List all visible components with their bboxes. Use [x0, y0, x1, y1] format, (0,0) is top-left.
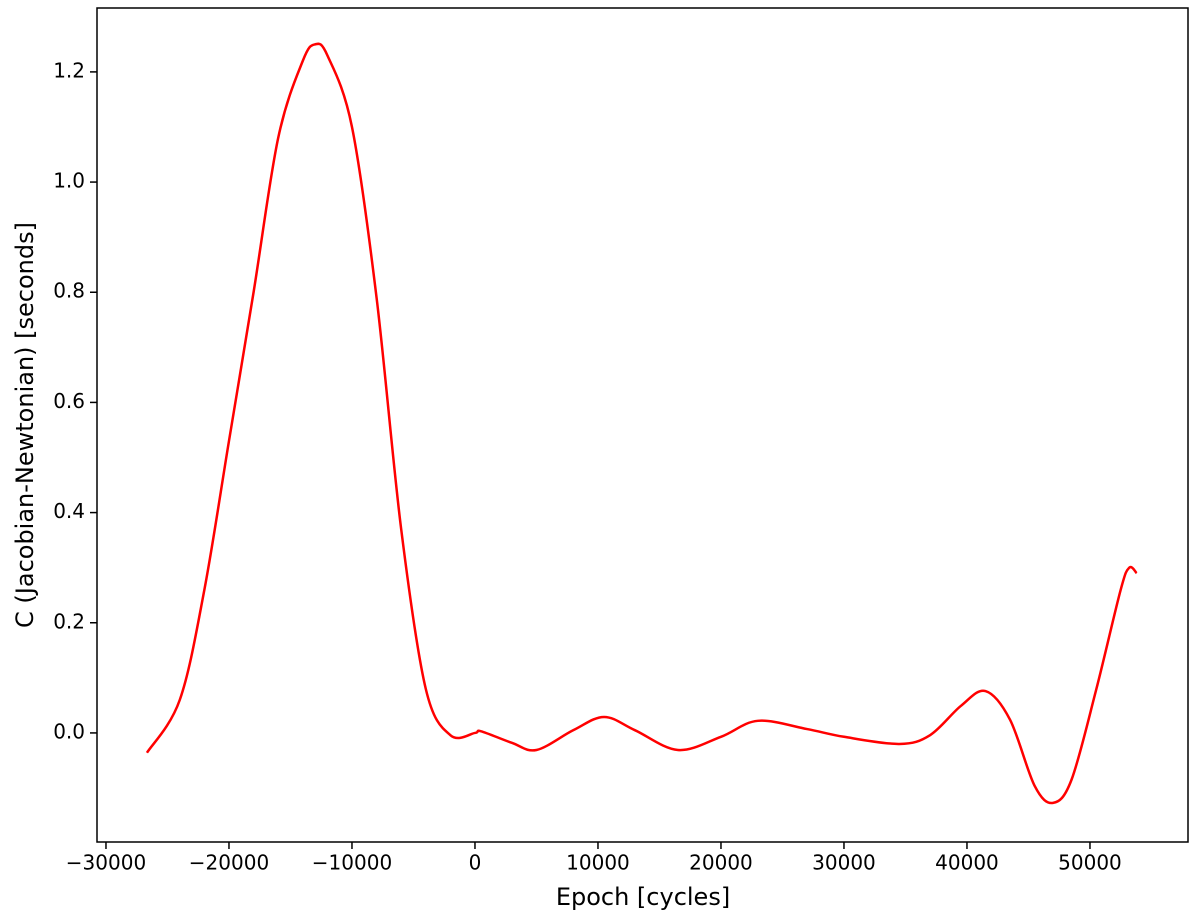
x-tick-label: 50000 — [1058, 851, 1122, 875]
y-tick-label: 0.2 — [53, 609, 85, 633]
x-tick-label: 30000 — [812, 851, 876, 875]
x-tick-label: 20000 — [689, 851, 753, 875]
x-tick-label: −20000 — [189, 851, 269, 875]
y-tick-label: 0.0 — [53, 719, 85, 743]
x-tick-label: 40000 — [935, 851, 999, 875]
x-tick-label: 10000 — [566, 851, 630, 875]
y-tick-label: 0.8 — [53, 279, 85, 303]
x-tick-label: −10000 — [312, 851, 392, 875]
y-tick-label: 1.2 — [53, 58, 85, 82]
plot-frame — [96, 7, 1189, 843]
y-tick-label: 0.4 — [53, 499, 85, 523]
x-tick-label: 0 — [469, 851, 482, 875]
y-tick-label: 0.6 — [53, 389, 85, 413]
x-axis-label: Epoch [cycles] — [556, 883, 730, 911]
data-line — [145, 42, 1138, 805]
y-tick-label: 1.0 — [53, 169, 85, 193]
y-axis-label: C (Jacobian-Newtonian) [seconds] — [11, 222, 39, 628]
x-tick-label: −30000 — [66, 851, 146, 875]
